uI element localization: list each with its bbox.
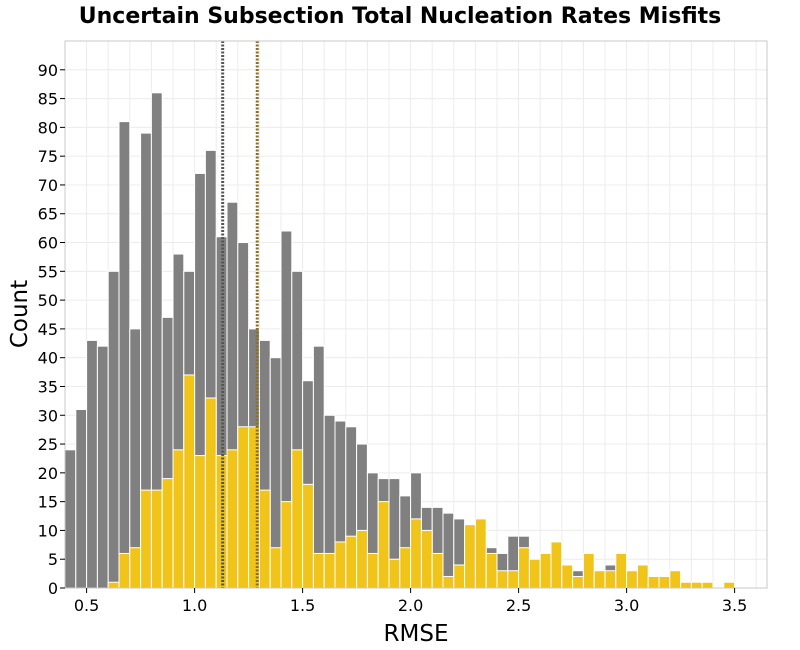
bar-series-2 (269, 547, 282, 589)
bar-series-1 (312, 345, 325, 589)
bar-series-1 (64, 449, 77, 589)
bar-series-2 (291, 449, 304, 589)
y-tick-label: 10 (38, 521, 58, 540)
bar-series-2 (129, 547, 142, 589)
bar-series-2 (280, 501, 293, 589)
bars-layer (64, 92, 736, 589)
y-axis-label: Count (7, 280, 33, 348)
bar-series-2 (669, 570, 682, 589)
y-tick-label: 55 (38, 262, 58, 281)
bar-series-2 (345, 535, 358, 589)
x-tick-label: 0.5 (74, 596, 99, 615)
bar-series-2 (194, 455, 206, 589)
bar-series-2 (626, 570, 638, 589)
y-tick-label: 50 (38, 291, 58, 310)
bar-series-2 (453, 564, 466, 589)
bar-series-2 (431, 552, 444, 589)
bar-series-2 (410, 518, 422, 589)
y-tick-label: 20 (38, 464, 58, 483)
y-tick-label: 15 (38, 493, 58, 512)
y-tick-label: 5 (48, 550, 58, 569)
bar-series-2 (658, 575, 671, 589)
bar-series-2 (302, 483, 314, 589)
bar-series-1 (118, 121, 131, 589)
bar-series-2 (258, 489, 271, 589)
bar-series-2 (172, 449, 185, 589)
bar-series-2 (237, 426, 250, 589)
bar-series-2 (323, 552, 336, 589)
bar-series-2 (572, 575, 584, 589)
y-tick-label: 60 (38, 234, 58, 253)
y-tick-label: 0 (48, 579, 58, 598)
x-axis-ticks: 0.5 1.0 1.5 2.0 2.5 3.0 3.5 (74, 588, 747, 615)
bar-series-2 (464, 524, 476, 589)
bar-series-2 (528, 558, 541, 589)
x-tick-label: 2.0 (398, 596, 423, 615)
y-tick-label: 70 (38, 176, 58, 195)
x-axis-label: RMSE (384, 621, 449, 647)
bar-series-2 (723, 581, 736, 589)
bar-series-2 (388, 558, 401, 589)
bar-series-2 (582, 552, 595, 589)
bar-series-1 (86, 339, 98, 589)
y-tick-label: 75 (38, 147, 58, 166)
bar-series-2 (647, 575, 660, 589)
bar-series-2 (539, 552, 552, 589)
bar-series-2 (701, 581, 714, 589)
bar-series-2 (183, 374, 196, 589)
bar-series-2 (496, 570, 509, 589)
bar-series-2 (118, 552, 131, 589)
y-axis-ticks: 0 5 10 15 20 25 30 35 40 45 50 55 60 65 70 75 80 85 90 (38, 61, 65, 598)
bar-series-2 (226, 449, 239, 589)
bar-series-2 (474, 518, 487, 589)
y-tick-label: 40 (38, 349, 58, 368)
bar-series-2 (604, 570, 617, 589)
bar-series-2 (312, 552, 325, 589)
bar-series-2 (107, 581, 120, 589)
bar-series-2 (334, 541, 347, 589)
bar-series-2 (399, 547, 412, 589)
y-tick-label: 35 (38, 377, 58, 396)
bar-series-2 (420, 529, 433, 589)
bar-series-2 (550, 541, 563, 589)
bar-series-2 (636, 564, 649, 589)
bar-series-2 (442, 575, 455, 589)
y-tick-label: 45 (38, 320, 58, 339)
bar-series-2 (561, 564, 574, 589)
y-tick-label: 80 (38, 118, 58, 137)
x-tick-label: 3.5 (722, 596, 747, 615)
bar-series-2 (485, 552, 498, 589)
x-tick-label: 2.5 (506, 596, 531, 615)
x-tick-label: 1.0 (182, 596, 207, 615)
plot-frame (64, 40, 768, 589)
y-tick-label: 30 (38, 406, 58, 425)
x-tick-label: 3.0 (614, 596, 639, 615)
bar-series-2 (161, 478, 174, 589)
y-tick-label: 25 (38, 435, 58, 454)
bar-series-2 (593, 570, 606, 589)
reference-lines (221, 41, 259, 588)
bar-series-1 (96, 345, 109, 589)
bar-series-2 (507, 570, 520, 589)
bar-series-2 (356, 529, 368, 589)
bar-series-2 (680, 581, 692, 589)
bar-series-1 (107, 270, 120, 589)
bar-series-2 (690, 581, 703, 589)
bar-series-2 (204, 397, 217, 589)
bar-series-1 (75, 409, 88, 589)
x-tick-label: 1.5 (290, 596, 315, 615)
bar-series-2 (366, 552, 379, 589)
bar-series-2 (150, 489, 163, 589)
y-tick-label: 90 (38, 61, 58, 80)
chart-title: Uncertain Subsection Total Nucleation Ra… (79, 4, 721, 29)
bar-series-2 (140, 489, 152, 589)
bar-series-2 (377, 501, 390, 589)
bar-series-2 (518, 547, 530, 589)
y-tick-label: 85 (38, 90, 58, 109)
bar-series-2 (615, 552, 628, 589)
y-tick-label: 65 (38, 205, 58, 224)
